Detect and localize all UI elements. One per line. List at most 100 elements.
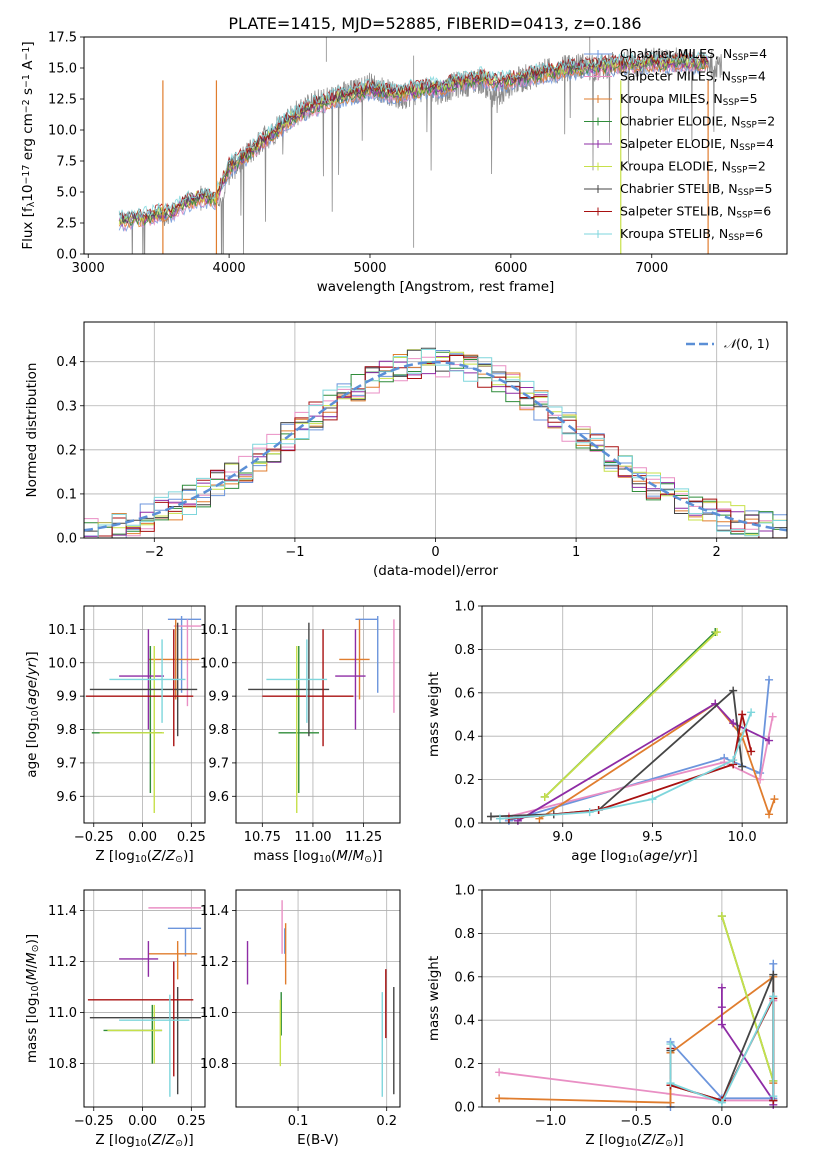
y-axis-label: mass weight: [426, 956, 442, 1041]
y-tick-label: 10.1: [200, 623, 229, 638]
label-part: 10: [319, 854, 331, 865]
y-tick-label: 10.1: [48, 623, 77, 638]
x-tick-label: 0.00: [128, 830, 157, 845]
y-tick-label: 0.0: [56, 248, 77, 263]
label-part: )]: [183, 1132, 194, 1148]
label-part: ⊙: [364, 854, 372, 865]
y-axis-label: age [log10(age/yr)]: [24, 651, 41, 777]
weight-vs-age-panel: 9.0 9.5 10.0 0.0 0.2 0.4 0.6 0.8 1.0 age [log10(a…: [426, 600, 788, 865]
weight-point: [717, 1098, 726, 1107]
label-part: =2: [747, 159, 765, 174]
x-axis-label: age [log10(age/yr)]: [571, 848, 697, 865]
label-part: /: [24, 675, 40, 680]
y-tick-label: 9.9: [56, 690, 77, 705]
x-axis-label: (data-model)/error: [373, 563, 499, 579]
label-part: Z: [165, 1132, 176, 1148]
label-part: /: [24, 964, 40, 969]
weight-point: [717, 983, 726, 992]
y-tick-label: 15.0: [48, 62, 77, 77]
label-part: (: [24, 705, 40, 710]
legend-entry: 𝒩(0, 1): [724, 336, 770, 351]
y-tick-label: 1.0: [454, 884, 475, 899]
error-bars: [85, 616, 202, 813]
label-part: (: [637, 1132, 642, 1148]
legend-entry: Chabrier MILES, NSSP=4: [620, 46, 767, 63]
label-part: =4: [747, 69, 765, 84]
label-part: 10: [30, 710, 41, 722]
x-tick-label: −0.25: [74, 1114, 114, 1129]
x-tick-label: −1: [285, 545, 304, 560]
y-tick-label: 11.0: [48, 1006, 77, 1021]
label-part: −1: [21, 74, 32, 88]
label-part: SSP: [739, 143, 755, 153]
label-part: SSP: [732, 53, 748, 63]
y-tick-label: 1.0: [454, 600, 475, 615]
label-part: /: [348, 848, 353, 864]
weight-point: [765, 675, 774, 684]
label-part: 10: [625, 1138, 637, 1149]
label-part: Z [log: [95, 848, 134, 864]
legend-entry: Kroupa STELIB, NSSP=6: [620, 226, 763, 243]
label-part: −17: [21, 165, 32, 185]
label-part: ]: [20, 41, 36, 46]
label-part: Chabrier MILES, N: [620, 46, 732, 61]
y-tick-label: 9.7: [208, 756, 229, 771]
x-axis-label: wavelength [Angstrom, rest frame]: [317, 279, 555, 295]
label-part: (: [639, 848, 644, 864]
y-tick-label: 0.2: [454, 773, 475, 788]
label-part: SSP: [731, 76, 747, 86]
label-part: Salpeter ELODIE, N: [620, 136, 739, 151]
weight-point: [747, 708, 756, 717]
y-axis-label: Flux [fλ10−17 erg cm−2 s−1 A−1]: [20, 41, 37, 249]
label-part: M: [353, 848, 365, 864]
y-tick-label: 10.8: [48, 1057, 77, 1072]
label-part: )]: [183, 848, 194, 864]
label-part: =6: [745, 226, 763, 241]
legend-entry: Salpeter ELODIE, NSSP=4: [620, 136, 774, 153]
label-part: =5: [754, 181, 772, 196]
label-part: )]: [24, 934, 40, 945]
label-part: SSP: [736, 211, 752, 221]
axes-frame: [83, 605, 206, 824]
weight-point: [495, 1094, 504, 1103]
model-spectrum: [118, 51, 709, 220]
y-tick-label: 9.7: [56, 756, 77, 771]
figure-title: PLATE=1415, MJD=52885, FIBERID=0413, z=0…: [228, 14, 641, 33]
y-tick-label: 9.6: [56, 790, 77, 805]
y-axis-label: Normed distribution: [24, 363, 40, 498]
label-part: E(B-V): [297, 1132, 339, 1148]
weight-point: [666, 1040, 675, 1049]
x-tick-label: −2: [145, 545, 164, 560]
label-part: yr: [24, 660, 40, 676]
axes-frame: [83, 36, 788, 255]
x-tick-label: 10.0: [728, 830, 757, 845]
label-part: age: [24, 680, 40, 705]
weight-point: [769, 1092, 778, 1101]
label-part: Chabrier ELODIE, N: [620, 114, 740, 129]
label-part: M: [24, 968, 40, 980]
label-part: Z [log: [585, 1132, 624, 1148]
label-part: Z: [655, 1132, 666, 1148]
label-part: yr: [673, 848, 689, 864]
label-part: λ: [26, 201, 37, 207]
residuals-panel: −2 −1 0 1 2 0.0 0.1 0.2 0.3 0.4 (data-model)/error…: [24, 321, 788, 579]
legend-entry: Kroupa ELODIE, NSSP=2: [620, 159, 766, 176]
y-tick-label: 0.2: [56, 443, 77, 458]
label-part: SSP: [740, 121, 756, 131]
y-tick-label: 0.1: [56, 487, 77, 502]
axes-frame: [235, 605, 401, 824]
y-tick-label: 11.2: [48, 955, 77, 970]
weight-point: [495, 1068, 504, 1077]
x-tick-label: 0.1: [288, 1114, 309, 1129]
label-part: =4: [756, 136, 774, 151]
axes-frame: [481, 605, 788, 824]
label-part: SSP: [728, 233, 744, 243]
label-part: 10: [627, 854, 639, 865]
label-part: )]: [673, 1132, 684, 1148]
weight-point: [717, 912, 726, 921]
y-tick-label: 0.4: [454, 1014, 475, 1029]
weight-lines: [486, 628, 779, 825]
y-tick-label: 10.0: [48, 656, 77, 671]
label-part: M: [24, 952, 40, 964]
